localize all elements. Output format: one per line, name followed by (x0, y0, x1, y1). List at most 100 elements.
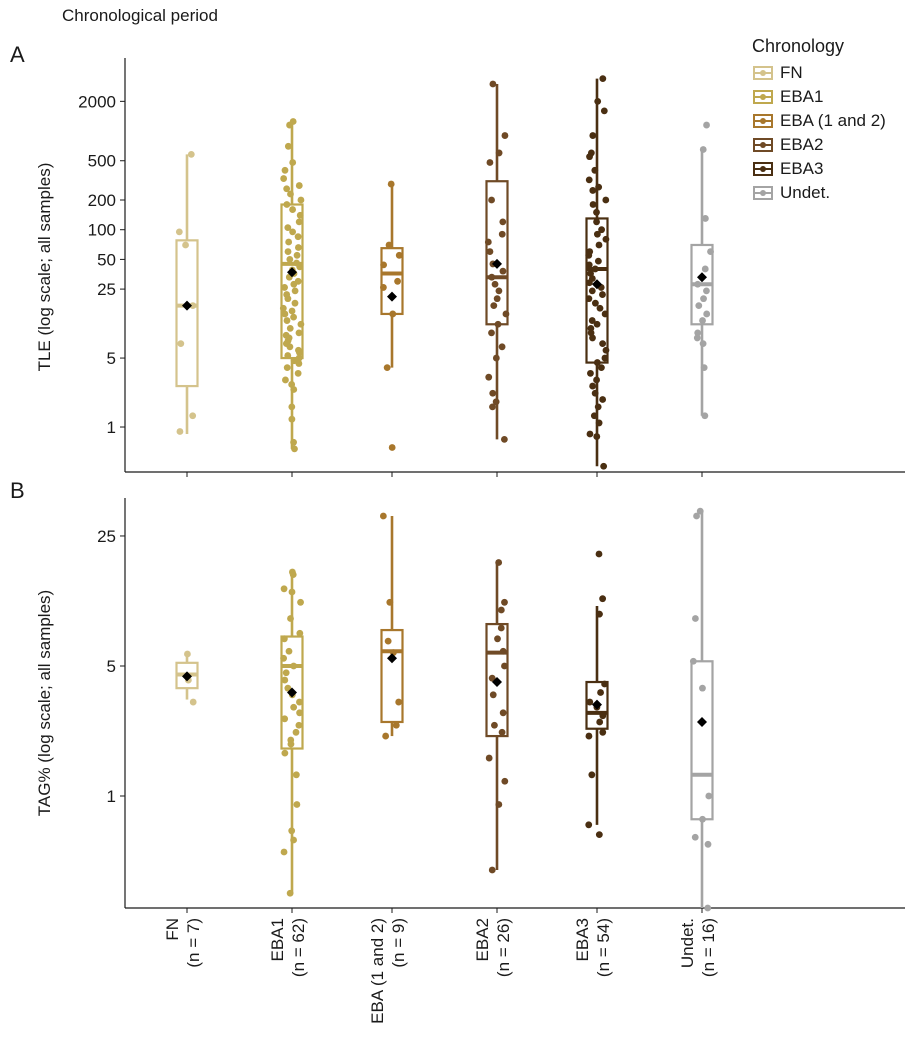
data-point (586, 430, 594, 438)
y-tick-label-a: 25 (97, 280, 116, 299)
data-point (602, 235, 610, 243)
data-point (703, 287, 710, 295)
data-point (500, 435, 508, 443)
data-point (490, 302, 498, 310)
mean-marker (492, 677, 502, 688)
data-point (297, 320, 305, 328)
data-point (296, 349, 303, 356)
legend-item-eba3: EBA3 (752, 157, 886, 181)
data-point (593, 208, 600, 216)
data-point (189, 698, 197, 706)
data-point (585, 732, 593, 740)
data-point (491, 721, 498, 729)
x-tick-label: EBA2 (473, 918, 492, 961)
data-point (484, 238, 492, 246)
x-tick-label: FN (163, 918, 182, 941)
data-point (295, 360, 303, 367)
data-point (281, 749, 289, 757)
legend-label-eba12: EBA (1 and 2) (780, 111, 886, 130)
legend-key-eba12 (753, 114, 773, 128)
data-point (489, 691, 497, 699)
y-tick-label-b: 5 (107, 657, 116, 676)
y-tick-label-a: 2000 (78, 92, 116, 111)
data-point (489, 389, 497, 397)
legend-point-glyph (760, 190, 766, 196)
data-point (495, 287, 503, 295)
data-point (585, 821, 593, 829)
data-point (289, 206, 296, 213)
data-point (591, 389, 599, 397)
data-point (701, 412, 709, 420)
data-point (281, 284, 288, 291)
data-point (704, 840, 712, 848)
data-point (493, 295, 501, 303)
data-point (593, 433, 601, 440)
data-point (295, 329, 303, 337)
data-point (595, 550, 603, 558)
y-tick-label-b: 25 (97, 527, 116, 546)
data-point (280, 635, 288, 643)
data-point (488, 866, 496, 874)
data-point (585, 176, 593, 184)
data-point (492, 354, 500, 362)
data-point (286, 324, 294, 332)
data-point (593, 376, 600, 384)
data-point (288, 415, 296, 423)
data-point (599, 340, 607, 348)
data-point (282, 669, 290, 677)
data-point (704, 904, 712, 912)
data-point (290, 386, 298, 393)
data-point (280, 654, 288, 662)
data-point (282, 376, 289, 384)
data-point (588, 287, 596, 295)
data-point (494, 320, 502, 328)
data-point (380, 284, 387, 291)
data-point (486, 159, 494, 166)
data-point (281, 715, 289, 723)
box (280, 635, 304, 750)
data-point (488, 273, 496, 281)
legend-point-glyph (760, 94, 766, 100)
data-point (691, 833, 699, 841)
legend-item-eba1: EBA1 (752, 85, 886, 109)
mean-marker (182, 300, 192, 311)
legend-key-undet (753, 186, 773, 200)
mean-marker (697, 272, 707, 283)
data-point (601, 310, 609, 318)
data-point (491, 280, 499, 288)
data-point (184, 650, 191, 658)
data-point (585, 295, 593, 303)
x-tick-count-label: (n = 7) (184, 918, 203, 968)
data-point (602, 346, 610, 354)
data-point (290, 662, 298, 670)
data-point (294, 233, 302, 241)
data-point (596, 718, 604, 726)
data-point (296, 709, 303, 717)
data-point (485, 754, 493, 762)
data-point (599, 291, 606, 298)
data-point (389, 310, 397, 318)
legend-label-eba2: EBA2 (780, 135, 824, 154)
data-point (284, 684, 292, 692)
data-point (599, 712, 607, 720)
data-point (486, 248, 494, 255)
data-point (595, 610, 603, 618)
legend-point-glyph (760, 142, 766, 148)
data-point (295, 354, 303, 362)
data-point (288, 307, 296, 315)
data-point (286, 256, 294, 263)
data-point (296, 629, 304, 637)
data-point (599, 396, 607, 403)
data-point (283, 185, 291, 193)
data-point (177, 340, 185, 348)
data-point (593, 218, 600, 226)
data-point (498, 728, 506, 736)
data-point (290, 313, 297, 321)
data-point (589, 334, 596, 342)
data-point (499, 709, 507, 717)
mean-marker (387, 653, 397, 664)
data-point (501, 132, 509, 139)
data-point (703, 121, 710, 129)
data-point (189, 302, 197, 310)
data-point (292, 728, 300, 736)
